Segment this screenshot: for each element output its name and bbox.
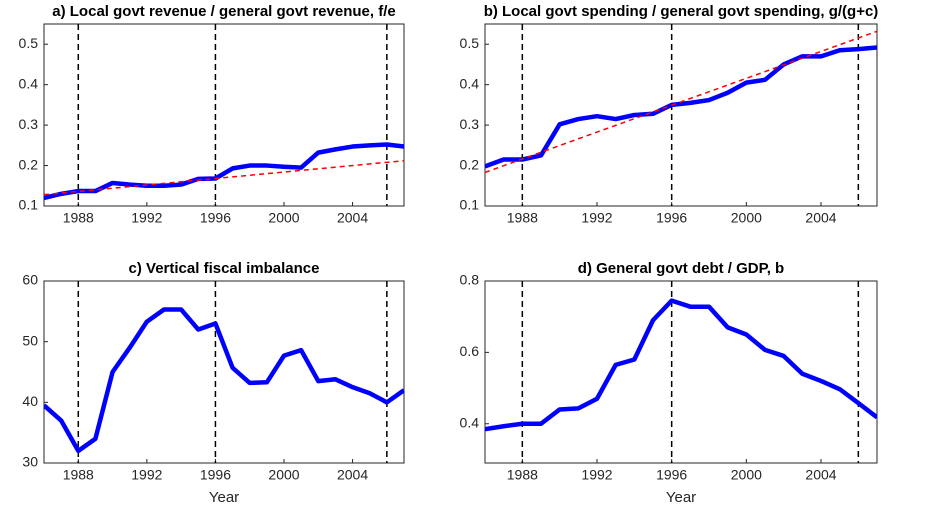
data-line [44,307,404,454]
y-tick-label: 0.3 [460,116,480,132]
x-tick-label: 1996 [656,210,687,226]
x-tick-label: 1988 [507,467,538,483]
x-tick-label: 1992 [131,210,162,226]
y-tick-label: 0.5 [19,35,39,51]
data-line [485,45,877,169]
x-tick-label: 2004 [805,467,836,483]
y-tick-label: 0.6 [460,343,480,359]
y-tick-label: 0.1 [19,197,39,213]
y-tick-label: 0.4 [460,414,480,430]
y-tick-label: 0.5 [460,35,480,51]
plot-area [43,280,405,464]
y-tick-label: 0.2 [19,156,39,172]
chart-title: b) Local govt spending / general govt sp… [484,3,879,20]
data-line [485,298,877,432]
y-tick-label: 0.4 [460,75,480,91]
y-tick-label: 0.3 [19,116,39,132]
x-tick-label: 1988 [507,210,538,226]
x-tick-label: 1996 [200,467,231,483]
chart-title: a) Local govt revenue / general govt rev… [52,3,395,20]
trend-line [485,30,877,174]
y-tick-label: 0.8 [460,272,480,288]
chart-title: c) Vertical fiscal imbalance [129,260,320,277]
plot-area [484,23,878,207]
x-tick-label: 2000 [731,210,762,226]
plot-area [43,23,405,207]
x-tick-label: 2000 [268,210,299,226]
x-tick-label: 2000 [731,467,762,483]
y-tick-label: 60 [22,272,38,288]
y-tick-label: 0.4 [19,75,39,91]
data-line [44,142,404,201]
y-tick-label: 0.1 [460,197,480,213]
x-tick-label: 1992 [581,210,612,226]
x-tick-label: 1996 [656,467,687,483]
x-tick-label: 1992 [581,467,612,483]
y-tick-label: 40 [22,393,38,409]
x-tick-label: 2004 [805,210,836,226]
x-tick-label: 1996 [200,210,231,226]
trend-line [44,159,404,196]
x-tick-label: 2004 [337,210,368,226]
x-axis-label: Year [666,489,696,506]
plot-area [484,280,878,464]
chart-title: d) General govt debt / GDP, b [578,260,784,277]
x-tick-label: 2000 [268,467,299,483]
x-tick-label: 1992 [131,467,162,483]
x-tick-label: 2004 [337,467,368,483]
x-axis-label: Year [209,489,239,506]
y-tick-label: 50 [22,332,38,348]
x-tick-label: 1988 [63,210,94,226]
y-tick-label: 0.2 [460,156,480,172]
y-tick-label: 30 [22,454,38,470]
x-tick-label: 1988 [63,467,94,483]
